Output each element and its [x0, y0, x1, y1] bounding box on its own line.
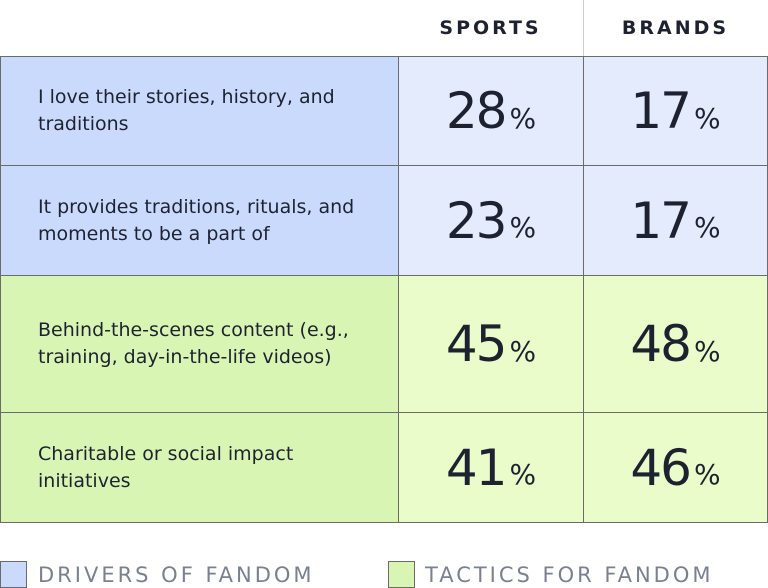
header-divider — [583, 0, 584, 57]
value-cell: 23% — [398, 165, 584, 276]
value-number: 23 — [445, 191, 508, 250]
value-cell: 46% — [583, 412, 768, 523]
value-unit: % — [694, 101, 721, 135]
value-unit: % — [509, 211, 537, 244]
value-unit: % — [509, 458, 537, 491]
legend-swatch — [0, 561, 27, 588]
value-number: 45 — [445, 315, 508, 373]
value-number: 46 — [630, 438, 692, 497]
value-number: 41 — [445, 438, 508, 497]
row-label: It provides traditions, rituals, and mom… — [0, 165, 399, 276]
value-cell: 17% — [583, 165, 768, 276]
value-cell: 17% — [583, 56, 768, 166]
value-cell: 45% — [398, 275, 584, 413]
row-label: Charitable or social impact initiatives — [0, 412, 399, 523]
value-unit: % — [694, 334, 721, 368]
row-label: Behind-the-scenes content (e.g., trainin… — [0, 275, 399, 413]
value-number: 28 — [445, 82, 508, 140]
value-cell: 41% — [398, 412, 584, 523]
value-cell: 28% — [398, 56, 584, 166]
value-unit: % — [509, 101, 537, 135]
legend-label: TACTICS FOR FANDOM — [425, 563, 714, 587]
value-unit: % — [694, 211, 721, 244]
row-label: I love their stories, history, and tradi… — [0, 56, 399, 166]
value-unit: % — [509, 334, 537, 368]
column-header: BRANDS — [621, 17, 730, 39]
value-number: 17 — [630, 82, 692, 140]
value-unit: % — [694, 458, 721, 491]
value-number: 17 — [630, 191, 692, 250]
legend-label: DRIVERS OF FANDOM — [38, 563, 315, 587]
column-header: SPORTS — [439, 17, 542, 39]
legend-swatch — [388, 561, 415, 588]
value-cell: 48% — [583, 275, 768, 413]
value-number: 48 — [630, 315, 692, 373]
